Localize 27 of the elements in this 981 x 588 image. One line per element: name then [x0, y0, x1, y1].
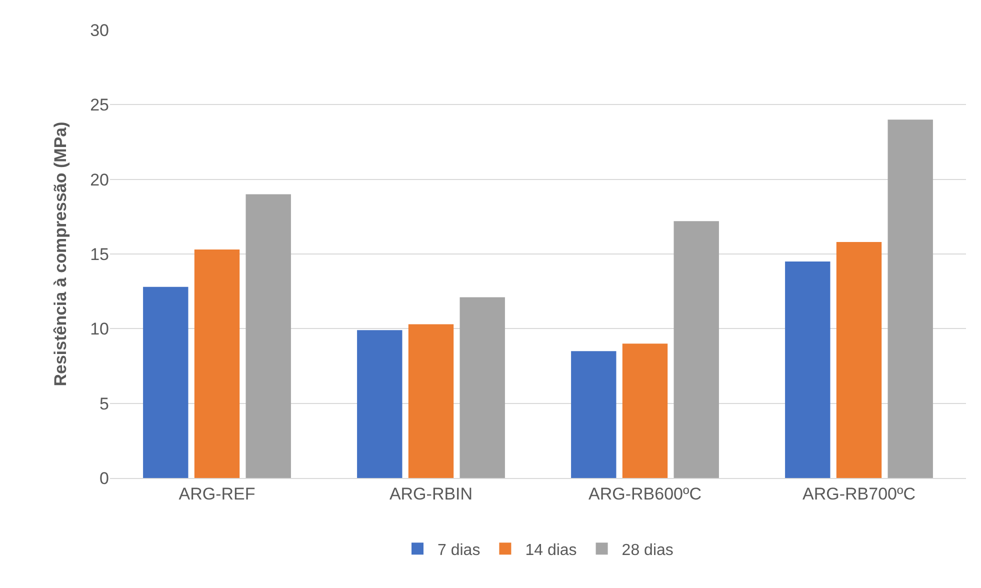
bar	[408, 324, 454, 478]
bar	[888, 120, 933, 478]
legend-label: 14 dias	[525, 542, 577, 559]
x-tick-label: ARG-RBIN	[389, 484, 473, 504]
bar	[460, 297, 505, 478]
x-tick-label: ARG-REF	[178, 484, 256, 504]
bar	[357, 330, 402, 478]
y-tick-label: 10	[90, 320, 109, 339]
x-tick-label: ARG-RB700ºC	[802, 484, 916, 504]
bar	[246, 194, 291, 478]
y-tick-label: 0	[100, 468, 109, 488]
x-tick-label: ARG-RB600ºC	[588, 484, 702, 504]
bar	[194, 250, 240, 478]
y-tick-label: 5	[100, 394, 109, 414]
y-tick-label: 20	[90, 170, 109, 190]
legend-label: 7 dias	[438, 542, 480, 559]
bar	[143, 286, 188, 478]
bar	[836, 242, 882, 478]
bar	[785, 261, 830, 478]
bar	[571, 351, 616, 478]
legend-label: 28 dias	[622, 542, 674, 559]
bar	[674, 221, 719, 478]
y-tick-label: 30	[90, 20, 109, 40]
y-tick-label: 15	[90, 244, 109, 264]
y-axis-title: Resistência à compressão (MPa)	[51, 122, 70, 386]
bar	[622, 344, 668, 478]
y-tick-label: 25	[90, 96, 109, 115]
